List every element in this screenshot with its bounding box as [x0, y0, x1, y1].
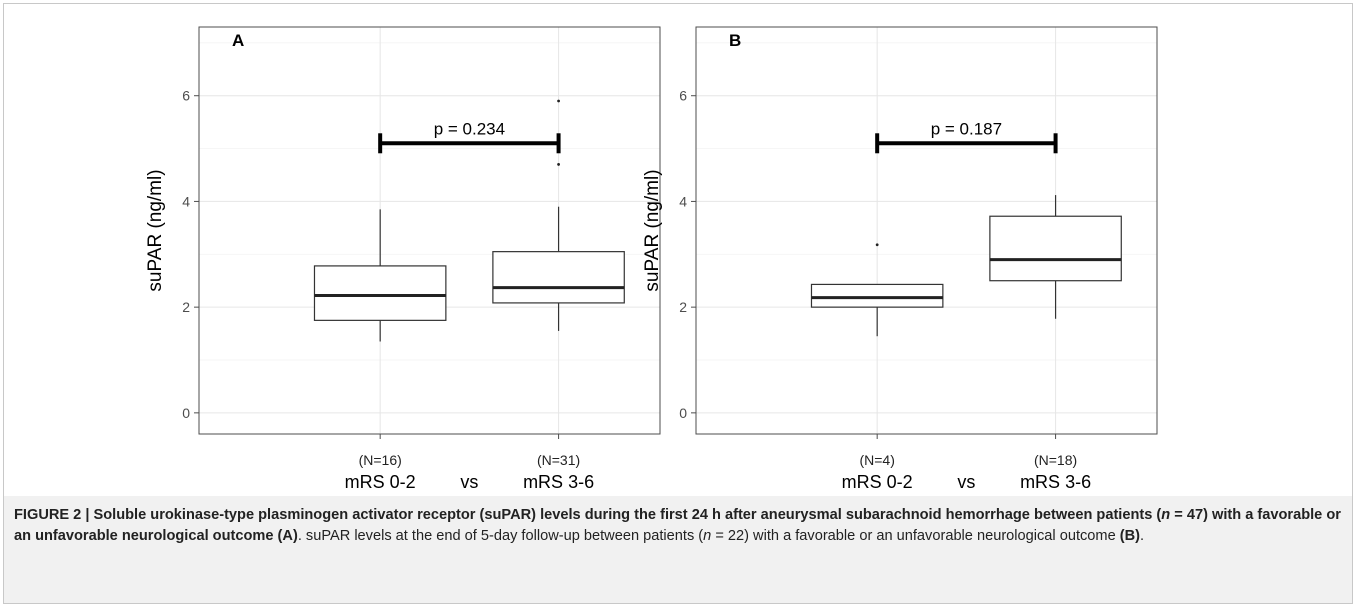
caption-separator: |: [81, 507, 94, 523]
panel-b-y-tick-label: 4: [679, 193, 687, 209]
panel-b-y-tick-label: 2: [679, 299, 687, 315]
caption-n-symbol: n: [1161, 507, 1171, 523]
panel-a-category-label: mRS 0-2: [345, 472, 416, 492]
panel-a-outlier-point: [557, 163, 560, 166]
panel-a-y-tick-label: 0: [182, 405, 190, 421]
panel-a-category-label: mRS 3-6: [523, 472, 594, 492]
panel-a-plot-area: [199, 27, 660, 434]
caption-end: .: [1140, 528, 1145, 544]
panel-a-n-label: (N=31): [537, 452, 580, 468]
panel-b-vs-label: vs: [957, 472, 975, 492]
panel-a-y-tick-label: 6: [182, 88, 190, 104]
panel-a-y-tick-label: 2: [182, 299, 190, 315]
panel-a-panel-border: [198, 26, 661, 435]
panel-b-panel-border: [695, 26, 1158, 435]
panel-a-y-axis-label: suPAR (ng/ml): [145, 169, 166, 291]
panel-a-box: [313, 265, 447, 321]
figure-chart: 0 2 4 6 suPAR (ng/ml) Ap = 0.234 (N=16) mRS 0-2…: [145, 26, 1158, 492]
caption-figure-number: FIGURE 2: [14, 507, 82, 523]
panel-b-category-label: mRS 3-6: [1020, 472, 1091, 492]
caption-n-symbol-2: n: [703, 528, 712, 544]
panel-a-outlier-point: [557, 99, 560, 103]
caption-title-start: Soluble urokinase-type plasminogen activ…: [93, 507, 1162, 523]
panel-b-tag: B: [729, 31, 741, 50]
panel-a-p-value: p = 0.234: [434, 119, 505, 138]
panel-a-tag: A: [232, 31, 244, 50]
caption-background: [3, 496, 1353, 604]
panel-b-p-value: p = 0.187: [931, 119, 1002, 138]
caption-body-2: = 22) with a favorable or an unfavorable…: [711, 528, 1120, 544]
panel-a-box: [492, 251, 625, 304]
panel-b-outlier-point: [875, 243, 879, 247]
caption-panel-b-ref: (B): [1119, 528, 1141, 544]
caption-title-end: = 47) with a favorable or an unfavorable…: [14, 507, 1341, 544]
caption-body: . suPAR levels at the end of 5-day follo…: [297, 528, 704, 544]
panel-b-category-label: mRS 0-2: [842, 472, 913, 492]
figure-caption: FIGURE 2 | Soluble urokinase-type plasmi…: [14, 505, 1344, 547]
panel-b-y-tick-label: 0: [679, 405, 687, 421]
panel-b-box: [989, 215, 1122, 282]
panel-b-n-label: (N=4): [859, 452, 894, 468]
panel-b-y-axis-label: suPAR (ng/ml): [642, 169, 663, 291]
panel-b-y-tick-label: 6: [679, 88, 687, 104]
panel-a-y-tick-label: 4: [182, 193, 190, 209]
panel-b-n-label: (N=18): [1034, 452, 1077, 468]
panel-b-box: [810, 283, 944, 308]
panel-a-vs-label: vs: [460, 472, 478, 492]
panel-a-n-label: (N=16): [359, 452, 402, 468]
